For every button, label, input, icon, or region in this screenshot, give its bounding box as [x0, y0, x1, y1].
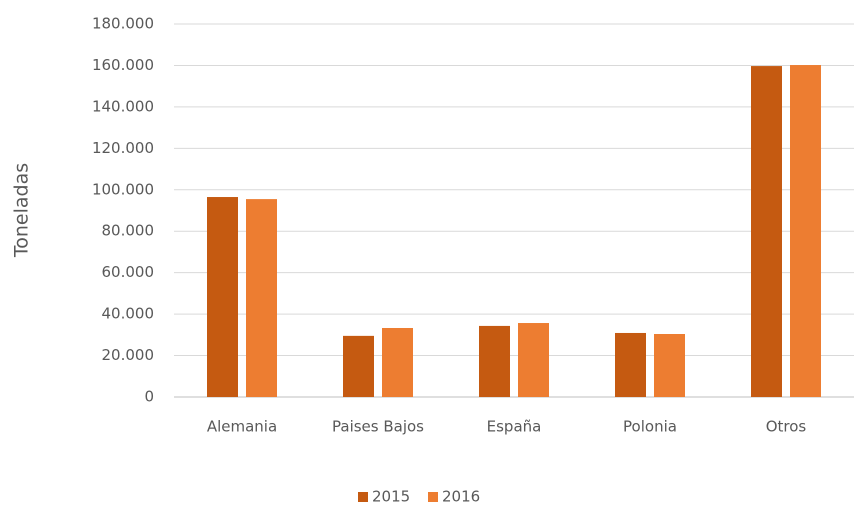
x-tick-label: Otros	[766, 418, 807, 436]
y-tick-label: 160.000	[92, 56, 154, 74]
bar	[207, 197, 238, 397]
y-tick-label: 0	[144, 388, 154, 406]
bar	[246, 199, 277, 397]
y-tick-label: 120.000	[92, 139, 154, 157]
x-tick-label: Paises Bajos	[332, 418, 424, 436]
bar	[382, 327, 413, 397]
bar	[654, 334, 685, 397]
y-tick-label: 140.000	[92, 97, 154, 115]
bar	[518, 323, 549, 397]
legend-swatch	[428, 492, 438, 502]
legend-swatch	[358, 492, 368, 502]
x-tick-label: Alemania	[207, 418, 277, 436]
y-axis-label: Toneladas	[11, 163, 33, 258]
y-tick-label: 80.000	[102, 222, 155, 240]
x-tick-label: España	[487, 418, 542, 436]
bar	[751, 66, 782, 398]
bar	[615, 332, 646, 397]
y-tick-label: 60.000	[102, 263, 155, 281]
legend-label: 2016	[442, 488, 480, 506]
y-tick-label: 20.000	[102, 346, 155, 364]
x-tick-label: Polonia	[623, 418, 677, 436]
legend-label: 2015	[372, 488, 410, 506]
bar	[479, 325, 510, 397]
bar	[343, 335, 374, 397]
y-tick-label: 180.000	[92, 15, 154, 33]
y-tick-label: 100.000	[92, 180, 154, 198]
y-tick-label: 40.000	[102, 305, 155, 323]
bar	[790, 65, 821, 397]
